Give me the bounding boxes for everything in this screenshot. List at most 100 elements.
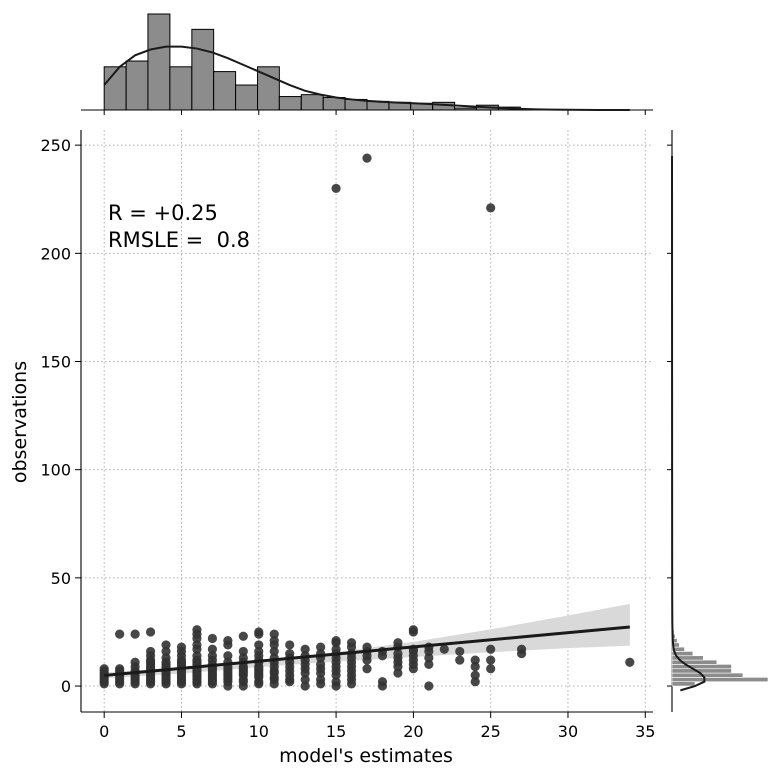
- x-axis-title: model's estimates: [279, 745, 453, 767]
- data-point: [470, 661, 480, 672]
- right-hist-bar: [671, 659, 718, 665]
- right-hist-bar: [671, 664, 732, 670]
- r-value-label: R = +0.25: [108, 201, 218, 225]
- data-point: [331, 636, 341, 646]
- top-hist-bar: [454, 107, 477, 111]
- regression-line: [104, 625, 630, 677]
- data-point: [269, 636, 279, 646]
- right-marginal-histogram: [667, 130, 769, 712]
- data-point: [393, 668, 403, 678]
- data-point: [254, 646, 264, 657]
- data-point: [238, 646, 248, 657]
- data-point: [99, 664, 109, 674]
- data-point: [161, 653, 171, 663]
- data-point: [455, 655, 465, 665]
- x-tick-label: 0: [99, 722, 109, 741]
- right-hist-bar: [671, 681, 696, 687]
- data-point: [145, 646, 156, 657]
- top-hist-bar: [300, 94, 324, 111]
- top-hist-bar: [235, 84, 259, 111]
- y-tick-label: 250: [40, 136, 71, 155]
- right-hist-bar: [671, 672, 744, 678]
- data-point: [486, 664, 496, 674]
- x-tick-label: 20: [403, 722, 423, 741]
- x-tick-label: 15: [326, 722, 346, 741]
- data-point: [470, 670, 480, 680]
- data-point: [192, 651, 202, 661]
- data-point: [238, 653, 248, 663]
- data-point: [192, 640, 202, 650]
- data-point: [223, 651, 233, 661]
- y-tick-label: 100: [40, 461, 71, 480]
- data-point: [516, 644, 527, 654]
- data-point: [254, 627, 264, 637]
- data-point: [115, 664, 125, 674]
- data-point: [393, 638, 403, 648]
- data-point: [269, 646, 279, 657]
- top-hist-bar: [169, 66, 193, 111]
- y-tick-label: 150: [40, 353, 71, 372]
- top-hist-bar: [147, 13, 171, 111]
- data-point: [393, 648, 403, 659]
- data-point: [161, 640, 171, 650]
- data-point: [316, 674, 326, 685]
- data-point: [362, 642, 372, 652]
- data-point: [238, 631, 248, 641]
- data-point: [362, 153, 372, 163]
- data-point: [346, 638, 357, 648]
- data-point: [192, 625, 202, 635]
- x-tick-label: 10: [249, 722, 269, 741]
- y-tick-label: 0: [61, 677, 71, 696]
- data-point: [300, 644, 310, 654]
- top-hist-bar: [125, 60, 149, 111]
- top-hist-bar: [191, 28, 215, 111]
- data-point: [207, 651, 218, 661]
- data-point: [424, 681, 434, 691]
- x-tick-label: 25: [480, 722, 500, 741]
- data-point: [424, 653, 434, 663]
- data-point: [625, 657, 635, 667]
- data-point: [285, 648, 295, 659]
- data-point: [300, 674, 310, 685]
- data-point: [145, 627, 156, 637]
- rmsle-label: RMSLE = 0.8: [108, 228, 250, 252]
- data-point: [161, 646, 171, 657]
- top-kde-curve: [103, 45, 630, 111]
- data-point: [424, 659, 434, 670]
- x-tick-label: 30: [558, 722, 578, 741]
- data-point: [316, 659, 326, 670]
- data-point: [408, 625, 418, 635]
- top-hist-bar: [278, 96, 302, 111]
- right-kde-curve: [671, 155, 706, 692]
- data-point: [300, 681, 310, 691]
- main-scatter-plot: 0 5 10 15 20 25 30 35 0 50 100 150 200 250: [40, 130, 655, 741]
- y-tick-label: 50: [51, 569, 71, 588]
- axes: 0 5 10 15 20 25 30 35 0 50 100 150 200 250: [40, 130, 655, 741]
- right-hist-bar: [671, 677, 769, 683]
- data-point: [331, 644, 341, 654]
- data-point: [130, 629, 140, 639]
- top-hist-bar: [213, 71, 237, 111]
- data-point: [486, 644, 496, 654]
- y-axis-title: observations: [9, 361, 31, 483]
- data-point: [115, 629, 125, 639]
- x-tick-label: 5: [176, 722, 186, 741]
- x-tick-label: 35: [635, 722, 655, 741]
- data-point: [486, 203, 496, 213]
- data-point: [176, 642, 187, 652]
- right-hist-bar: [671, 668, 732, 674]
- data-point: [470, 655, 480, 665]
- data-point: [316, 642, 326, 652]
- data-point: [486, 655, 496, 665]
- top-marginal-histogram: [81, 13, 653, 115]
- data-point: [207, 644, 218, 654]
- grid: [81, 130, 653, 712]
- data-point: [362, 664, 372, 674]
- data-point: [130, 657, 140, 667]
- data-point: [377, 677, 388, 687]
- data-point: [439, 644, 449, 654]
- data-point: [269, 629, 279, 639]
- data-point: [207, 633, 218, 644]
- data-point: [223, 636, 233, 646]
